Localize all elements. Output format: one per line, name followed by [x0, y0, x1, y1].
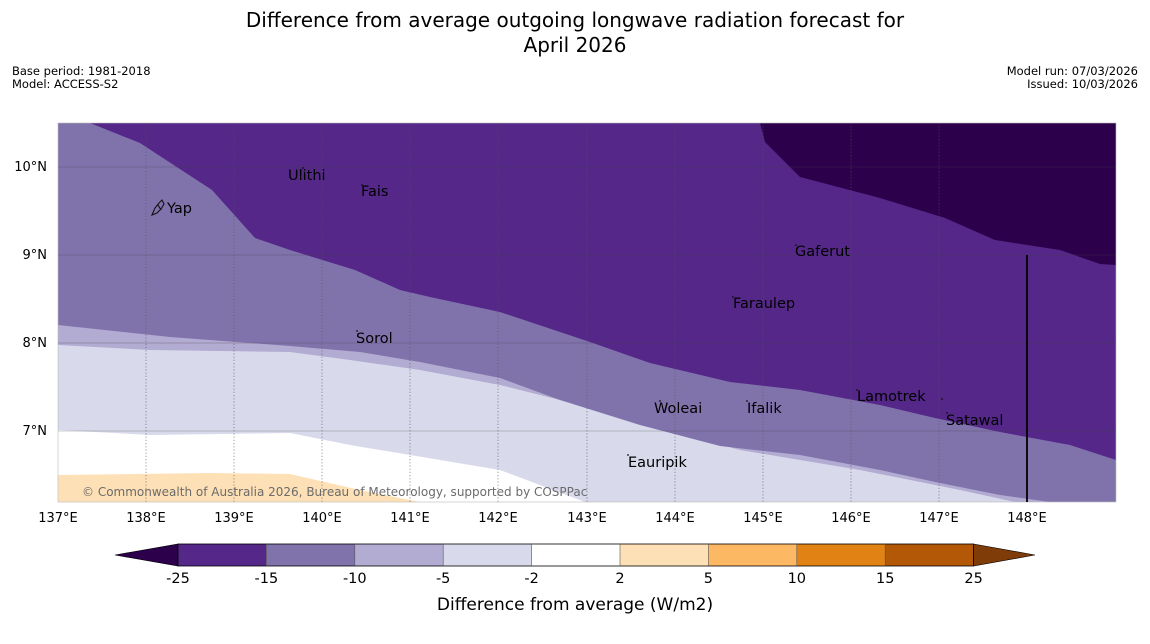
- parallel-lines: [58, 166, 1116, 432]
- colorbar-label: Difference from average (W/m2): [437, 595, 713, 615]
- colorbar-tick: 15: [876, 571, 894, 587]
- colorbar-tick: 25: [964, 571, 982, 587]
- lon-label: 139°E: [214, 511, 254, 526]
- meta-right: Model run: 07/03/2026 Issued: 10/03/2026: [1007, 65, 1138, 91]
- lat-label: 9°N: [23, 248, 48, 263]
- colorbar-frame: [177, 543, 974, 567]
- colorbar-tick: -2: [524, 571, 538, 587]
- colorbar-bin: [796, 544, 886, 566]
- copyright-text: © Commonwealth of Australia 2026, Bureau…: [82, 485, 587, 499]
- colorbar-bin: [531, 544, 620, 566]
- lon-label: 148°E: [1007, 511, 1047, 526]
- colorbar-bin: [266, 544, 355, 566]
- lon-label: 140°E: [302, 511, 342, 526]
- colorbar-bin: [178, 544, 267, 566]
- title-line-2: April 2026: [523, 33, 627, 57]
- issued-date: Issued: 10/03/2026: [1027, 77, 1138, 91]
- lon-label: 144°E: [655, 511, 695, 526]
- gaferut-dot: [795, 244, 797, 246]
- colorbar-min-extend: [114, 543, 179, 567]
- colorbar-max-extend: [973, 543, 1036, 567]
- meta-left: Base period: 1981-2018 Model: ACCESS-S2: [12, 65, 151, 91]
- place-label: Sorol: [356, 331, 393, 347]
- place-labels: Yap Ulithi Fais Sorol Gaferut Faraulep W…: [166, 168, 1003, 471]
- model-run: Model run: 07/03/2026: [1006, 64, 1138, 78]
- colorbar-bin: [620, 544, 709, 566]
- lat-label: 8°N: [23, 336, 48, 351]
- yap-island-icon: [150, 199, 165, 217]
- lon-labels: 137°E 138°E 139°E 140°E 141°E 142°E 143°…: [38, 511, 1047, 526]
- lamotrek-dot: [856, 389, 858, 391]
- colorbar-tick: 10: [788, 571, 806, 587]
- lon-label: 142°E: [478, 511, 518, 526]
- island-dots: [302, 167, 948, 456]
- colorbar-bin: [708, 544, 797, 566]
- meridian-lines: [145, 123, 940, 502]
- base-period: Base period: 1981-2018: [12, 64, 151, 78]
- colorbar-tick: -25: [166, 571, 190, 587]
- place-label: Ifalik: [747, 401, 782, 417]
- lat-label: 7°N: [23, 424, 48, 439]
- colorbar-dividers: [266, 544, 886, 566]
- colorbar-tick: -10: [343, 571, 367, 587]
- fais-dot: [361, 184, 363, 186]
- place-label: Fais: [361, 184, 388, 200]
- band-below-minus25: [760, 123, 1116, 265]
- lon-label: 145°E: [743, 511, 783, 526]
- woleai-dot: [659, 400, 661, 402]
- colorbar-bin: [885, 544, 974, 566]
- eauripik-dot: [627, 454, 629, 456]
- band-plus2-plus5: [58, 473, 420, 502]
- sorol-dot: [356, 330, 358, 332]
- place-label: Faraulep: [733, 296, 795, 312]
- colorbar: -25 -15 -10 -5 -2 2 5 10 15 25 Differenc…: [114, 543, 1036, 615]
- lon-label: 146°E: [831, 511, 871, 526]
- lon-label: 141°E: [390, 511, 430, 526]
- lon-label: 143°E: [567, 511, 607, 526]
- place-label: Eauripik: [628, 455, 687, 471]
- title-line-1: Difference from average outgoing longwav…: [245, 8, 905, 32]
- colorbar-tick: 5: [704, 571, 713, 587]
- lat-label: 10°N: [14, 160, 47, 175]
- ifalik-dot: [746, 400, 748, 402]
- colorbar-tick: -15: [255, 571, 279, 587]
- ulithi-dot: [302, 167, 304, 169]
- place-label: Satawal: [946, 413, 1003, 429]
- faraulep-dot: [732, 296, 734, 298]
- lon-label: 138°E: [126, 511, 166, 526]
- place-label: Woleai: [654, 401, 702, 417]
- band-minus25-minus15: [90, 123, 1116, 460]
- colorbar-tick: 2: [615, 571, 624, 587]
- lat-labels: 10°N 9°N 8°N 7°N: [14, 160, 47, 439]
- lamotrek-east-dot: [941, 398, 943, 400]
- chart-title: Difference from average outgoing longwav…: [0, 8, 1150, 58]
- place-label: Gaferut: [795, 244, 850, 260]
- model-name: Model: ACCESS-S2: [12, 77, 119, 91]
- lon-label: 137°E: [38, 511, 78, 526]
- colorbar-tick: -5: [436, 571, 450, 587]
- satawal-dot: [946, 412, 948, 414]
- place-label: Ulithi: [288, 168, 326, 184]
- colorbar-bin: [354, 544, 444, 566]
- lon-label: 147°E: [919, 511, 959, 526]
- place-label: Lamotrek: [857, 389, 926, 405]
- colorbar-ticks: -25 -15 -10 -5 -2 2 5 10 15 25: [166, 571, 983, 587]
- colorbar-bin: [443, 544, 532, 566]
- place-label: Yap: [166, 201, 192, 217]
